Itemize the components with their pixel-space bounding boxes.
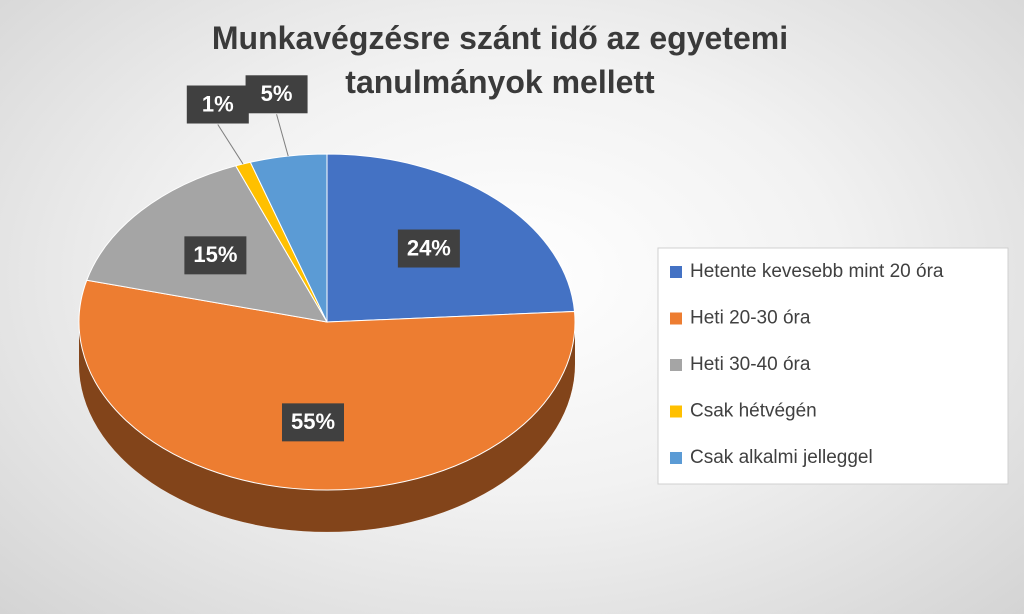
- data-label: 15%: [193, 242, 237, 267]
- data-label: 24%: [407, 235, 451, 260]
- legend-swatch: [670, 405, 682, 418]
- chart-title: Munkavégzésre szánt idő az egyetemi tanu…: [211, 20, 789, 100]
- legend-swatch: [670, 266, 682, 278]
- label-box: [281, 403, 344, 442]
- label-box: [397, 229, 460, 268]
- label-box: [245, 75, 308, 114]
- leader-line: [276, 114, 289, 157]
- data-label: 5%: [261, 81, 293, 106]
- pie-side-shade: [79, 322, 575, 532]
- legend-label: Csak hétvégén: [690, 401, 817, 422]
- legend-swatch: [670, 312, 682, 325]
- pie-side: [79, 322, 575, 532]
- legend-label: Heti 20-30 óra: [690, 308, 811, 329]
- legend-swatch: [670, 452, 682, 464]
- legend-box: [657, 247, 1009, 485]
- data-label: 1%: [202, 91, 234, 116]
- legend-label: Csak alkalmi jelleggel: [690, 447, 873, 468]
- legend-label: Heti 30-40 óra: [690, 354, 811, 375]
- label-box: [186, 85, 249, 124]
- data-label: 55%: [291, 409, 335, 434]
- label-box: [184, 236, 247, 275]
- pie-slice: [78, 279, 576, 491]
- pie-slice: [249, 153, 328, 323]
- leader-line: [217, 124, 244, 165]
- legend-label: Hetente kevesebb mint 20 óra: [690, 261, 944, 282]
- legend-swatch: [670, 359, 682, 371]
